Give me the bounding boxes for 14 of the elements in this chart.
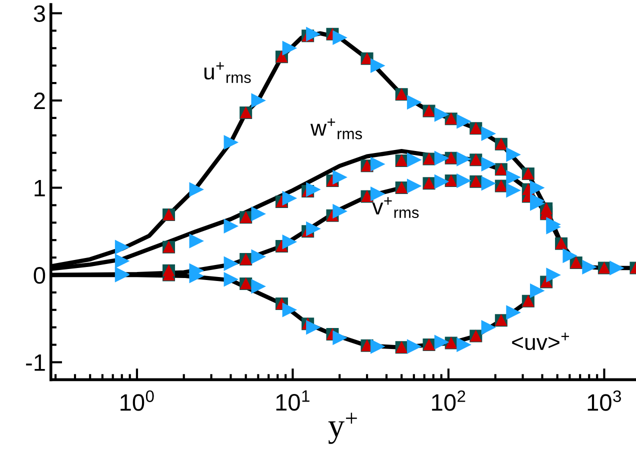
series-label: u$^{+}$$_{rms}$ [204,62,251,84]
x-tick-label: 10$^{2}$ [432,390,466,411]
series-label: v$^{+}$$_{rms}$ [372,197,419,218]
x-tick-label: 10$^{0}$ [120,390,154,411]
x-tick-label: 10$^{1}$ [276,390,310,411]
y-tick-label: 0 [34,267,46,284]
x-tick-label: 10$^{3}$ [588,390,621,411]
x-axis-title: y$^{+}$ [328,412,357,444]
y-tick-label: 3 [34,5,45,22]
y-tick-label: 1 [34,180,45,196]
series-label: <uv>$^{+}$ [512,332,569,350]
y-tick-label: -1 [26,354,45,371]
y-tick-label: 2 [34,92,45,110]
series-label: w$^{+}$$_{rms}$ [310,118,362,140]
